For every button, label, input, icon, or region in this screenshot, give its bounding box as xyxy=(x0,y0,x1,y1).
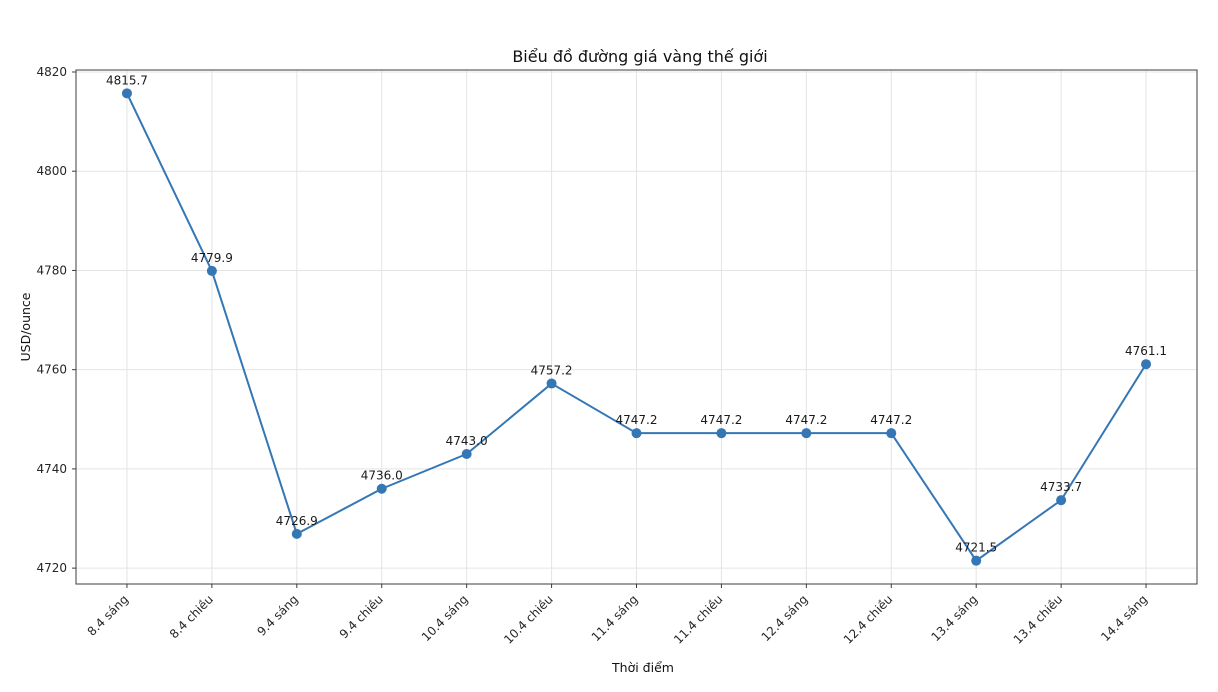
chart-title: Biểu đồ đường giá vàng thế giới xyxy=(512,47,767,66)
y-tick-label: 4780 xyxy=(36,263,67,277)
x-tick-label: 9.4 sáng xyxy=(254,592,300,638)
data-point-marker xyxy=(716,428,727,439)
data-point-marker xyxy=(971,555,982,566)
data-point-value: 4747.2 xyxy=(870,413,912,427)
data-point-marker xyxy=(461,449,472,460)
x-tick-label: 8.4 chiều xyxy=(167,592,216,641)
x-tick-label: 12.4 sáng xyxy=(759,592,811,644)
x-tick-label: 8.4 sáng xyxy=(85,592,131,638)
data-point-marker xyxy=(121,88,132,99)
x-tick-label: 11.4 chiều xyxy=(671,592,725,646)
data-point-marker xyxy=(631,428,642,439)
data-point-marker xyxy=(801,428,812,439)
data-point-value: 4757.2 xyxy=(531,364,573,378)
x-tick-label: 10.4 chiều xyxy=(501,592,555,646)
data-point-value: 4721.5 xyxy=(955,541,997,555)
x-tick-labels: 8.4 sáng 8.4 chiều 9.4 sáng 9.4 chiều 10.4 s… xyxy=(85,592,1151,646)
x-tick-label: 12.4 chiều xyxy=(841,592,895,646)
data-point-marker xyxy=(1141,359,1152,370)
y-tick-labels: 4720 4740 4760 4780 4800 4820 xyxy=(36,65,67,575)
data-point-value: 4747.2 xyxy=(700,413,742,427)
x-tick-label: 9.4 chiều xyxy=(337,592,386,641)
data-point-marker xyxy=(376,483,387,494)
data-point-value-labels: 4815.7 4779.9 4726.9 4736.0 4743.0 4757.2 4747… xyxy=(106,73,1167,554)
gridlines xyxy=(76,70,1197,584)
y-tick-label: 4760 xyxy=(36,363,67,377)
y-tick-label: 4820 xyxy=(36,65,67,79)
data-point-value: 4733.7 xyxy=(1040,480,1082,494)
data-point-value: 4726.9 xyxy=(276,514,318,528)
data-point-marker xyxy=(546,378,557,389)
data-point-value: 4747.2 xyxy=(785,413,827,427)
y-tick-label: 4800 xyxy=(36,164,67,178)
data-point-value: 4815.7 xyxy=(106,73,148,87)
x-tick-label: 13.4 sáng xyxy=(928,592,980,644)
y-tick-label: 4740 xyxy=(36,462,67,476)
data-point-value: 4779.9 xyxy=(191,251,233,265)
data-point-value: 4743.0 xyxy=(446,434,488,448)
x-axis-label: Thời điểm xyxy=(611,660,674,675)
y-axis-label: USD/ounce xyxy=(18,292,33,361)
x-tick-label: 14.4 sáng xyxy=(1098,592,1150,644)
data-point-marker xyxy=(206,265,217,276)
x-tick-label: 13.4 chiều xyxy=(1011,592,1065,646)
data-point-value: 4736.0 xyxy=(361,469,403,483)
axis-ticks xyxy=(72,71,1147,588)
data-point-marker xyxy=(886,428,897,439)
data-point-markers xyxy=(121,88,1152,566)
x-tick-label: 10.4 sáng xyxy=(419,592,471,644)
data-point-value: 4747.2 xyxy=(616,413,658,427)
y-tick-label: 4720 xyxy=(36,561,67,575)
data-point-marker xyxy=(1056,495,1067,506)
data-point-marker xyxy=(291,528,302,539)
data-point-value: 4761.1 xyxy=(1125,344,1167,358)
x-tick-label: 11.4 sáng xyxy=(589,592,641,644)
